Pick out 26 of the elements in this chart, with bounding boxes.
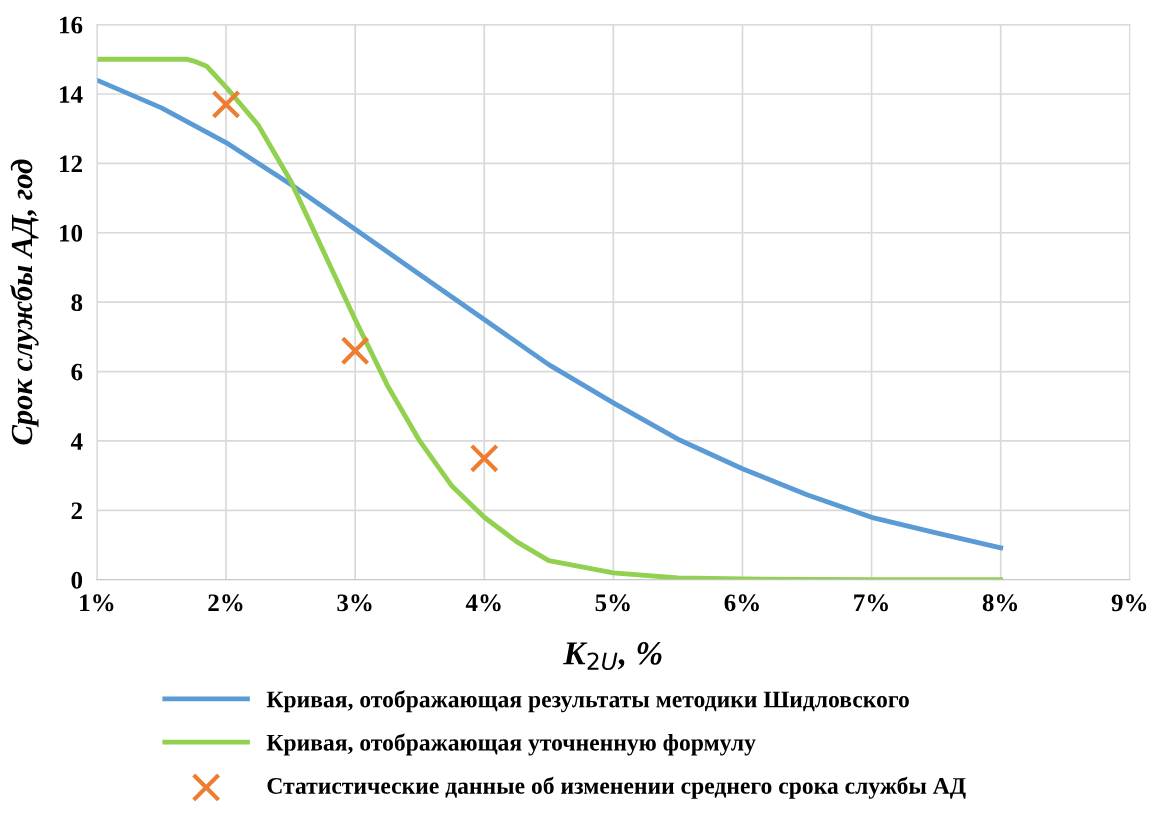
y-tick-label: 8 <box>71 294 83 312</box>
y-tick-label: 6 <box>71 363 83 381</box>
x-tick-label: 5% <box>595 594 630 612</box>
y-tick-label: 2 <box>71 502 82 520</box>
y-tick-label: 14 <box>60 86 83 103</box>
x-tick-label: 7% <box>854 594 888 612</box>
y-tick-label: 16 <box>60 16 83 34</box>
legend-label: Кривая, отображающая уточненную формулу <box>266 733 756 756</box>
x-tick-label: 2% <box>208 594 243 612</box>
x-tick-label: 4% <box>465 594 501 612</box>
point <box>211 89 241 119</box>
y-tick-label: 0 <box>71 571 83 589</box>
y-axis-title: Срок службы АД, год <box>10 159 39 445</box>
legend-label: Статистические данные об изменении среднего срока службы АД <box>267 776 966 799</box>
x-tick-label: 9% <box>1111 594 1147 612</box>
x-tick-label: 3% <box>337 594 372 612</box>
point <box>469 443 499 473</box>
y-tick-label: 4 <box>70 433 83 450</box>
legend-label: Кривая, отображающая результаты методики Шидловского <box>266 690 909 713</box>
y-tick-label: 12 <box>60 155 82 173</box>
x-tick-label: 6% <box>724 594 759 612</box>
x-axis-title: K$_{2U}$, % <box>563 642 662 671</box>
x-tick-label: 8% <box>982 594 1018 612</box>
point <box>340 336 370 366</box>
x-tick-label: 1% <box>80 594 114 612</box>
y-tick-label: 10 <box>60 224 83 242</box>
